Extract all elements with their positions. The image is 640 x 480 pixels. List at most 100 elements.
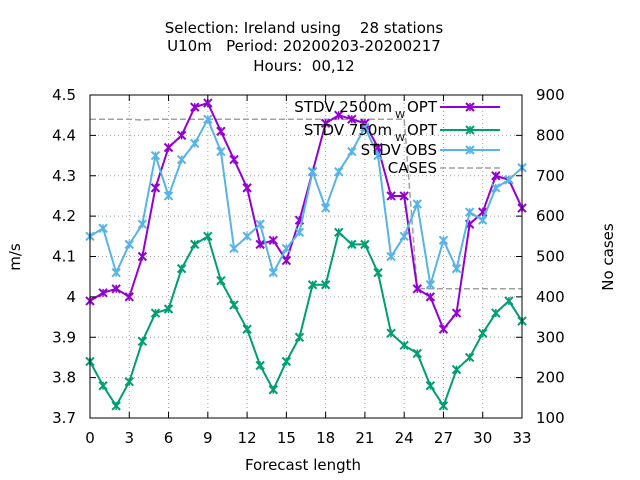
data-point — [176, 130, 187, 141]
y2-axis-title: No cases — [599, 223, 617, 291]
data-point — [281, 243, 292, 254]
data-point — [281, 255, 292, 266]
title-line-1: Selection: Ireland using 28 stations — [165, 19, 444, 37]
data-point — [320, 118, 331, 128]
data-point — [111, 401, 121, 411]
data-point — [399, 231, 409, 242]
data-point — [229, 243, 239, 254]
data-point — [334, 227, 344, 237]
y2-tick-label: 700 — [536, 167, 565, 185]
y-tick-label: 4 — [66, 288, 76, 306]
data-point — [124, 376, 134, 387]
data-point — [294, 332, 305, 342]
chart-title: Selection: Ireland using 28 stations U10… — [165, 19, 444, 75]
y-tick-label: 4.3 — [52, 167, 76, 185]
series-line — [90, 118, 522, 290]
legend-label: STDV OBS — [361, 141, 437, 159]
y-axis-title: m/s — [6, 243, 24, 271]
data-point — [504, 296, 514, 306]
data-point — [216, 126, 226, 137]
series-stdv-750m — [85, 227, 527, 411]
data-point — [150, 183, 161, 193]
x-tick-label: 27 — [434, 429, 453, 447]
data-point — [163, 142, 174, 153]
data-point — [242, 183, 252, 193]
data-point — [176, 154, 187, 165]
data-point — [268, 235, 278, 246]
data-point — [307, 167, 318, 177]
data-point — [347, 146, 357, 157]
data-point — [464, 207, 475, 217]
data-point — [478, 215, 488, 225]
data-point — [216, 276, 226, 286]
title-line-2: U10m Period: 20200203-20200217 — [167, 37, 441, 55]
tick-labels: 0 3 6 9 12 15 18 21 24 27 30 33 3.7 3.8 3.9 4 4.1 4.2 4.3 4… — [52, 86, 565, 447]
data-point — [307, 280, 318, 290]
data-point — [216, 146, 226, 157]
data-point — [98, 288, 108, 298]
y-tick-label: 3.8 — [52, 369, 76, 387]
x-tick-label: 24 — [395, 429, 414, 447]
data-point — [268, 267, 278, 278]
x-tick-label: 12 — [238, 429, 257, 447]
x-tick-label: 30 — [473, 429, 492, 447]
y-tick-label: 4.2 — [52, 207, 76, 225]
data-point — [294, 227, 305, 237]
data-point — [150, 150, 161, 161]
legend-item-stdv-obs: STDV OBS — [361, 141, 500, 159]
data-point — [386, 251, 396, 262]
data-point — [438, 235, 449, 246]
series-line — [89, 118, 523, 286]
data-point — [98, 380, 108, 391]
legend-item-stdv-2500m: STDV 2500m W OPT — [294, 98, 500, 121]
data-point — [464, 352, 475, 363]
data-point — [412, 199, 422, 209]
data-point — [478, 328, 488, 338]
data-point — [386, 328, 396, 338]
data-point — [190, 239, 200, 250]
data-point — [320, 280, 331, 290]
x-axis-title: Forecast length — [245, 456, 361, 474]
data-point — [451, 263, 462, 274]
x-tick-label: 21 — [355, 429, 374, 447]
y-tick-label: 4.5 — [52, 86, 76, 104]
data-point — [163, 304, 174, 314]
legend-item-cases: CASES — [388, 159, 500, 177]
series-line — [89, 231, 523, 407]
series-layer — [85, 98, 527, 411]
legend-label: STDV 2500m W OPT — [294, 98, 438, 121]
data-point — [347, 114, 357, 124]
data-point — [255, 219, 265, 229]
data-point — [150, 308, 161, 318]
data-point — [163, 191, 174, 201]
data-point — [190, 138, 200, 149]
data-point — [124, 239, 134, 250]
ticks — [89, 94, 523, 419]
data-point — [373, 267, 383, 278]
data-point — [242, 324, 252, 334]
y2-tick-label: 100 — [536, 409, 565, 427]
data-point — [491, 183, 501, 193]
data-point — [124, 292, 134, 302]
data-point — [137, 336, 148, 346]
x-tick-label: 3 — [124, 429, 134, 447]
x-tick-label: 15 — [277, 429, 296, 447]
data-point — [281, 356, 292, 367]
data-point — [203, 114, 213, 124]
legend-label: CASES — [388, 159, 437, 177]
data-point — [360, 122, 370, 133]
data-point — [386, 191, 396, 201]
data-point — [347, 239, 357, 250]
x-tick-label: 18 — [316, 429, 335, 447]
y-tick-label: 4.1 — [52, 248, 76, 266]
data-point — [229, 300, 239, 310]
data-point — [137, 251, 148, 262]
y2-tick-label: 400 — [536, 288, 565, 306]
y2-tick-label: 600 — [536, 207, 565, 225]
y2-tick-label: 200 — [536, 369, 565, 387]
x-tick-label: 0 — [85, 429, 95, 447]
series-line — [89, 102, 523, 331]
data-point — [412, 348, 422, 359]
